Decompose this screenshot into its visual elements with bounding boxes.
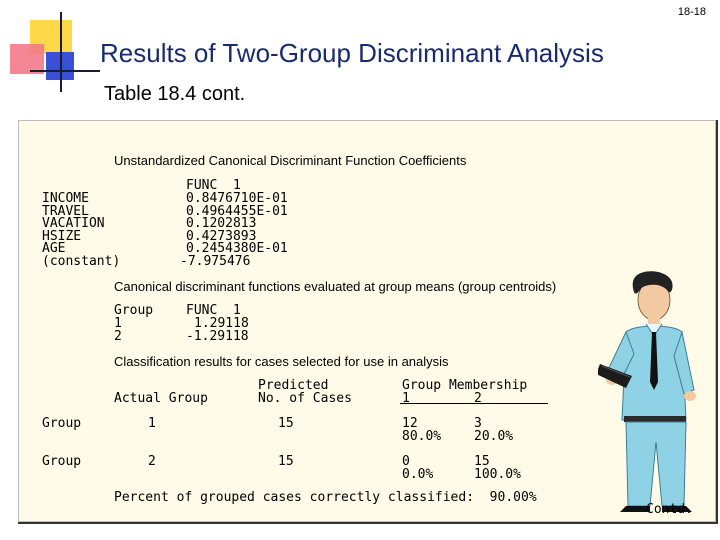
- class-row1-g2-count: 3: [474, 416, 482, 431]
- centroids-func-header: FUNC 1: [186, 303, 241, 318]
- class-row1-g1-count: 12: [402, 416, 418, 431]
- class-row2-g2-count: 15: [474, 454, 490, 469]
- logo-vertical-line: [60, 12, 62, 92]
- coef-value-hsize: 0.4273893: [186, 228, 257, 244]
- class-row1-g2-pct: 20.0%: [474, 428, 514, 444]
- col-membership-g2: 2: [474, 390, 482, 406]
- class-row2-group: 2: [148, 454, 156, 469]
- coef-value-vacation: 0.1202813: [186, 216, 257, 231]
- class-row2-cases: 15: [278, 454, 294, 469]
- coef-label-vacation: VACATION: [42, 216, 105, 231]
- classification-summary: Percent of grouped cases correctly class…: [114, 490, 537, 505]
- man-reading-illustration: [598, 271, 696, 512]
- centroid-value-2: -1.29118: [186, 328, 249, 344]
- coef-value-age: 0.2454380E-01: [186, 241, 288, 256]
- coef-label-travel: TRAVEL: [42, 203, 89, 219]
- class-row2-label: Group: [42, 454, 82, 469]
- coef-label-hsize: HSIZE: [42, 228, 82, 244]
- class-row1-cases: 15: [278, 416, 294, 431]
- continued-label: Contd.: [646, 502, 693, 517]
- centroids-group-header: Group: [114, 303, 154, 318]
- slide-subtitle: Table 18.4 cont.: [104, 83, 246, 105]
- centroids-heading: Canonical discriminant functions evaluat…: [114, 279, 557, 294]
- col-predicted-line2: No. of Cases: [258, 390, 352, 406]
- class-row1-group: 1: [148, 416, 156, 431]
- class-row1-label: Group: [42, 416, 82, 431]
- class-row2-g1-pct: 0.0%: [402, 466, 434, 482]
- coefficients-heading: Unstandardized Canonical Discriminant Fu…: [114, 153, 467, 168]
- centroid-value-1: 1.29118: [194, 316, 249, 331]
- col-membership-line1: Group Membership: [402, 378, 528, 393]
- coefficients-func-header: FUNC 1: [186, 178, 241, 193]
- centroid-group-1: 1: [114, 316, 122, 331]
- centroid-group-2: 2: [114, 328, 122, 344]
- logo-red-square: [10, 44, 44, 74]
- slide-title: Results of Two-Group Discriminant Analys…: [100, 38, 604, 68]
- coef-value-travel: 0.4964455E-01: [186, 203, 288, 219]
- col-actual-group: Actual Group: [114, 390, 208, 406]
- classification-heading: Classification results for cases selecte…: [114, 354, 449, 369]
- coef-label-constant: (constant): [42, 253, 121, 269]
- logo-horizontal-line: [30, 70, 100, 72]
- coef-value-income: 0.8476710E-01: [186, 191, 288, 206]
- coef-label-age: AGE: [42, 241, 66, 256]
- col-membership-g1: 1: [402, 390, 410, 406]
- col-predicted-line1: Predicted: [258, 378, 329, 393]
- coef-value-constant: -7.975476: [180, 253, 251, 269]
- output-panel: [18, 120, 716, 522]
- coef-label-income: INCOME: [42, 191, 89, 206]
- class-row2-g1-count: 0: [402, 454, 410, 469]
- class-row2-g2-pct: 100.0%: [474, 466, 521, 482]
- membership-underline: [400, 403, 548, 404]
- class-row1-g1-pct: 80.0%: [402, 428, 442, 444]
- page-number: 18-18: [677, 6, 706, 18]
